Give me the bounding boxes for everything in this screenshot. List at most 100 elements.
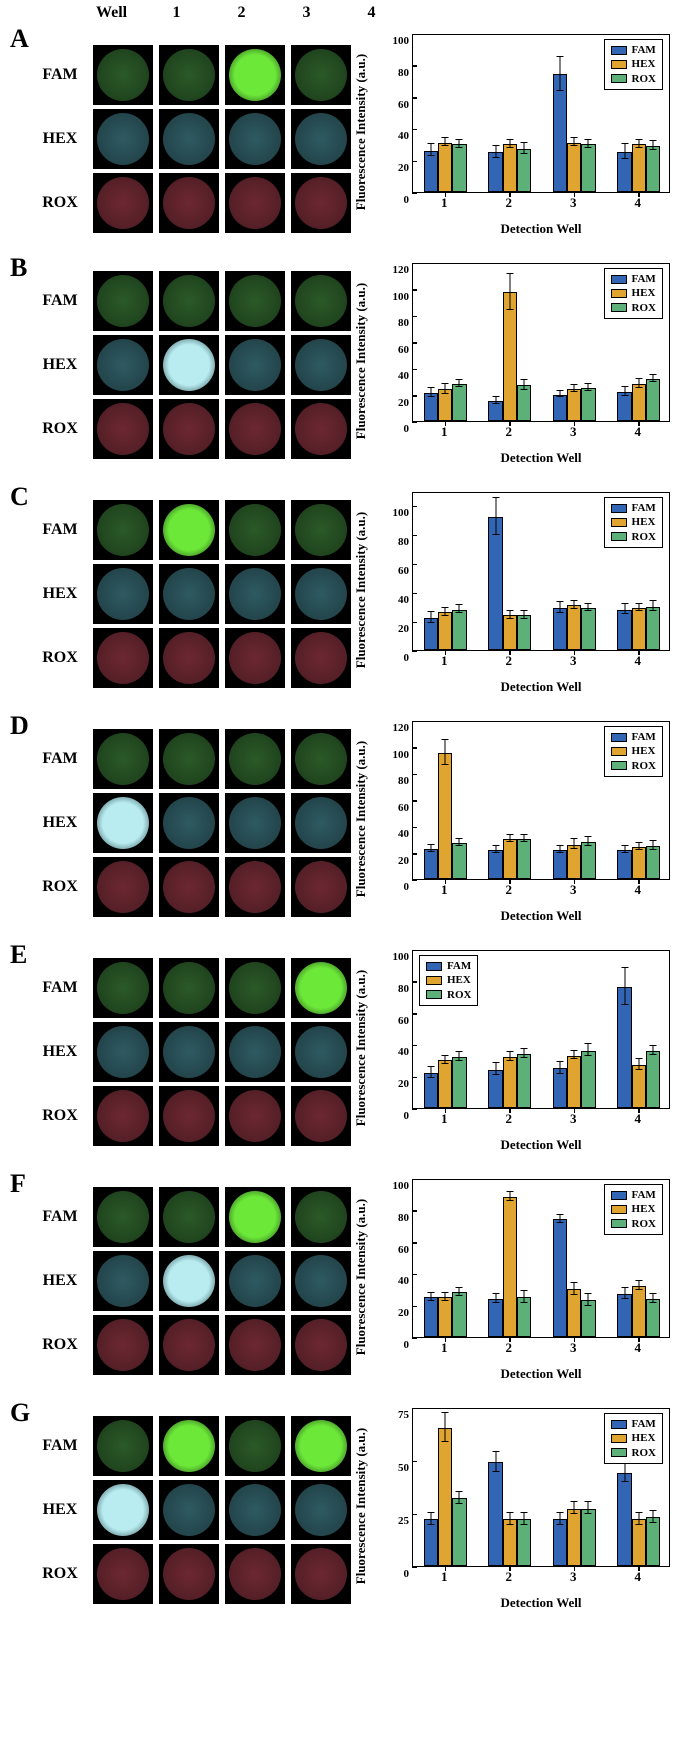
well-grid: FAMHEXROX	[4, 1404, 354, 1608]
xtick: 2	[506, 1569, 513, 1585]
well-ROX-2	[159, 173, 219, 233]
error-bar	[624, 1287, 625, 1300]
well-circle	[97, 49, 149, 101]
ytick: 60	[385, 99, 409, 111]
well-ROX-1	[93, 1315, 153, 1375]
well-row-ROX: ROX	[30, 1315, 354, 1375]
well-FAM-3	[225, 729, 285, 789]
bar-ROX	[517, 839, 531, 879]
well-row-HEX: HEX	[30, 564, 354, 624]
well-circle	[295, 113, 347, 165]
well-row-HEX: HEX	[30, 109, 354, 169]
well-ROX-2	[159, 857, 219, 917]
ytick-mark	[412, 1274, 417, 1276]
error-bar	[431, 611, 432, 623]
bar-HEX	[503, 292, 517, 421]
ytick: 80	[385, 67, 409, 79]
error-bar	[445, 1292, 446, 1302]
well-circle	[97, 403, 149, 455]
bar-HEX	[438, 1297, 452, 1337]
xtick: 3	[570, 1569, 577, 1585]
xtick: 1	[441, 653, 448, 669]
well-ROX-4	[291, 628, 351, 688]
legend-label-FAM: FAM	[632, 272, 656, 286]
x-axis-label: Detection Well	[412, 908, 670, 924]
well-HEX-3	[225, 564, 285, 624]
error-bar	[624, 845, 625, 853]
ytick-mark	[412, 981, 417, 983]
error-bar	[638, 1058, 639, 1071]
bar-HEX	[632, 144, 646, 192]
well-row-FAM: FAM	[30, 271, 354, 331]
well-ROX-4	[291, 857, 351, 917]
plot-area: FAMHEXROX	[412, 721, 670, 880]
ytick-mark	[412, 721, 417, 723]
well-circle	[295, 504, 347, 556]
ytick-mark	[412, 1567, 417, 1569]
xtick: 4	[635, 1111, 642, 1127]
error-bar	[495, 1293, 496, 1303]
bar-FAM	[488, 517, 502, 650]
panel-D: DFAMHEXROXFAMHEXROXFluorescence Intensit…	[4, 709, 696, 938]
well-FAM-4	[291, 500, 351, 560]
well-ROX-4	[291, 173, 351, 233]
well-circle	[295, 339, 347, 391]
ytick-mark	[412, 65, 417, 67]
well-FAM-4	[291, 729, 351, 789]
error-bar	[509, 1051, 510, 1061]
x-axis-label: Detection Well	[412, 679, 670, 695]
x-axis-label: Detection Well	[412, 221, 670, 237]
well-FAM-2	[159, 500, 219, 560]
error-bar	[638, 603, 639, 612]
well-ROX-3	[225, 628, 285, 688]
error-bar	[560, 601, 561, 613]
well-grid: FAMHEXROX	[4, 488, 354, 692]
panel-C: CFAMHEXROXFAMHEXROXFluorescence Intensit…	[4, 480, 696, 709]
chart-legend: FAMHEXROX	[604, 1184, 663, 1235]
legend-item-FAM: FAM	[611, 501, 656, 515]
bar-ROX	[646, 1517, 660, 1566]
legend-item-HEX: HEX	[611, 57, 656, 71]
bar-ROX	[581, 144, 595, 192]
well-circle	[163, 504, 215, 556]
legend-item-FAM: FAM	[611, 43, 656, 57]
bar-HEX	[438, 389, 452, 421]
bar-ROX	[581, 1300, 595, 1337]
ytick-mark	[412, 1338, 417, 1340]
y-axis-label: Fluorescence Intensity (a.u.)	[353, 47, 369, 217]
error-bar	[588, 383, 589, 391]
well-HEX-3	[225, 793, 285, 853]
well-ROX-3	[225, 1315, 285, 1375]
well-circle	[229, 1484, 281, 1536]
xtick: 3	[570, 1111, 577, 1127]
legend-item-ROX: ROX	[611, 1446, 656, 1460]
ytick: 80	[385, 536, 409, 548]
panel-letter: A	[10, 24, 29, 54]
ytick: 100	[385, 749, 409, 761]
bar-HEX	[632, 608, 646, 650]
ytick: 20	[385, 623, 409, 635]
well-ROX-1	[93, 857, 153, 917]
well-circle	[163, 861, 215, 913]
error-bar	[560, 390, 561, 398]
well-circle	[229, 568, 281, 620]
bar-chart-C: FAMHEXROXFluorescence Intensity (a.u.)De…	[360, 482, 680, 697]
legend-label-FAM: FAM	[632, 1417, 656, 1431]
error-bar	[574, 1501, 575, 1514]
ytick-mark	[412, 880, 417, 882]
error-bar	[523, 834, 524, 842]
error-bar	[459, 1491, 460, 1504]
well-circle	[163, 1026, 215, 1078]
bar-HEX	[632, 847, 646, 879]
chart-legend: FAMHEXROX	[604, 1413, 663, 1464]
panel-letter: E	[10, 940, 27, 970]
well-row-HEX: HEX	[30, 793, 354, 853]
well-HEX-4	[291, 1480, 351, 1540]
error-bar	[574, 1050, 575, 1060]
well-HEX-4	[291, 564, 351, 624]
well-row-HEX: HEX	[30, 335, 354, 395]
x-axis-label: Detection Well	[412, 450, 670, 466]
well-FAM-4	[291, 45, 351, 105]
well-circle	[229, 632, 281, 684]
error-bar	[445, 137, 446, 147]
